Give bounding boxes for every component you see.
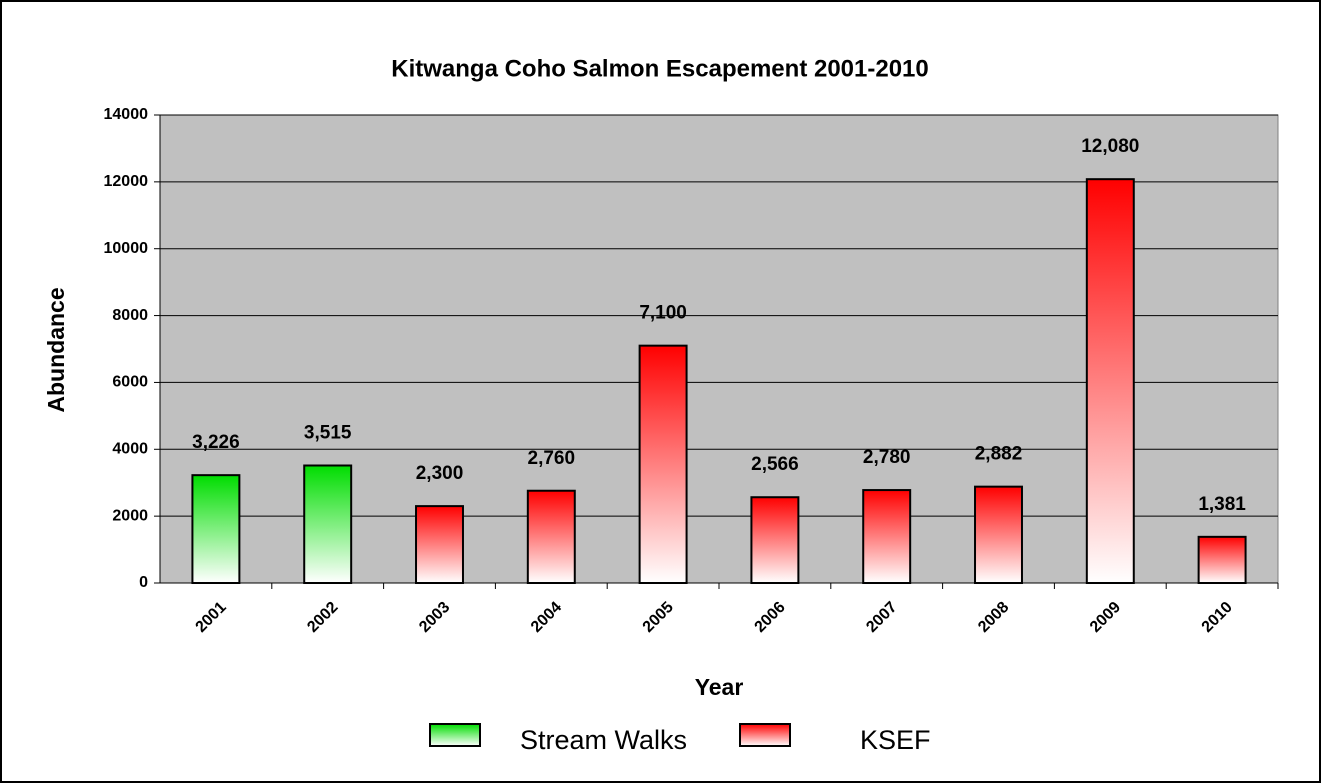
legend-label: KSEF	[860, 725, 931, 755]
bar	[415, 505, 464, 584]
x-axis-label: Year	[695, 674, 744, 700]
data-label: 2,300	[416, 463, 464, 484]
bar	[750, 496, 800, 585]
bar	[191, 474, 241, 584]
y-tick-label: 4000	[112, 441, 148, 458]
y-tick-label: 14000	[104, 106, 149, 123]
data-label: 2,882	[975, 444, 1023, 465]
bar	[974, 485, 1023, 584]
y-axis-label: Abundance	[43, 287, 69, 412]
y-tick-label: 2000	[112, 507, 148, 524]
bar	[638, 344, 688, 584]
legend-swatch	[429, 723, 481, 747]
bar	[1085, 178, 1135, 584]
data-label: 3,226	[192, 432, 240, 453]
data-label: 12,080	[1081, 136, 1139, 157]
bar	[1197, 535, 1247, 584]
bar	[303, 464, 353, 584]
data-label: 7,100	[639, 303, 687, 324]
y-tick-label: 8000	[112, 307, 148, 324]
legend-label: Stream Walks	[520, 725, 687, 755]
y-tick-label: 0	[139, 574, 148, 591]
data-label: 3,515	[304, 423, 352, 444]
data-label: 2,760	[528, 448, 576, 469]
bar	[526, 489, 576, 585]
y-tick-label: 12000	[104, 173, 149, 190]
data-label: 2,566	[751, 454, 799, 475]
chart-title: Kitwanga Coho Salmon Escapement 2001-201…	[391, 55, 929, 82]
legend-swatch	[739, 723, 791, 747]
y-tick-label: 10000	[104, 240, 149, 257]
data-label: 1,381	[1198, 494, 1246, 515]
data-label: 2,780	[863, 447, 911, 468]
bar	[862, 489, 912, 584]
y-tick-label: 6000	[112, 374, 148, 391]
